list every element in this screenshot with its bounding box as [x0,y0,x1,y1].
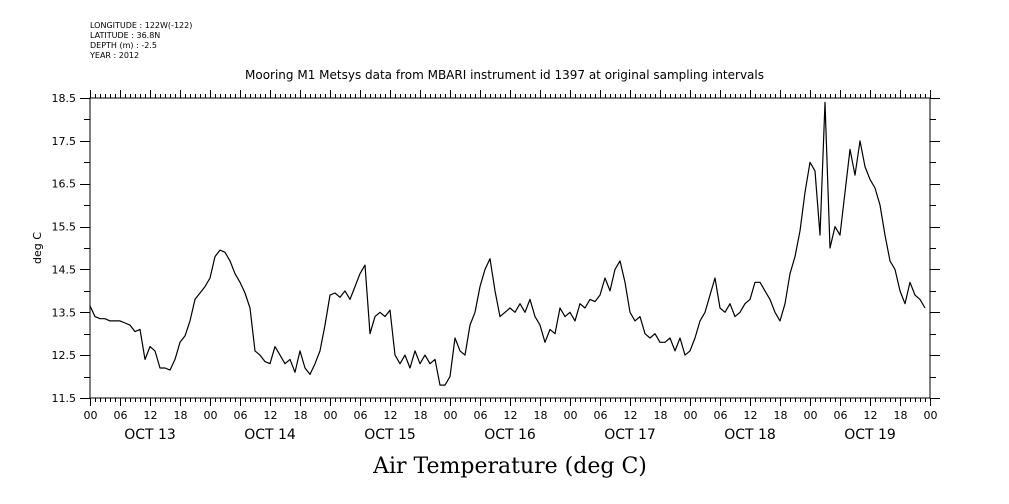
x-tick-label: 06 [834,409,848,422]
x-tick-label: 06 [114,409,128,422]
y-tick-label: 12.5 [52,349,77,362]
x-day-label: OCT 19 [844,427,896,443]
x-tick-label: 00 [564,409,578,422]
x-tick-label: 00 [444,409,458,422]
x-day-label: OCT 13 [124,427,176,443]
meta-year: YEAR : 2012 [90,51,140,60]
y-tick-label: 13.5 [52,306,77,319]
x-tick-label: 18 [174,409,188,422]
x-tick-label: 06 [474,409,488,422]
chart-caption: Air Temperature (deg C) [373,454,647,479]
meta-depth: DEPTH (m) : -2.5 [90,41,157,50]
x-tick-label: 00 [924,409,938,422]
x-tick-label: 06 [354,409,368,422]
plot-frame [89,97,931,399]
y-axis-label: deg C [31,232,44,264]
y-tick-label: 11.5 [52,392,77,405]
x-tick-label: 12 [864,409,878,422]
meta-latitude: LATITUDE : 36.8N [90,31,161,40]
x-tick-label: 06 [714,409,728,422]
x-tick-label: 12 [384,409,398,422]
x-tick-label: 00 [684,409,698,422]
x-tick-label: 12 [744,409,758,422]
x-day-label: OCT 16 [484,427,536,443]
x-tick-label: 00 [324,409,338,422]
x-minor-ticks [90,94,931,402]
chart-title: Mooring M1 Metsys data from MBARI instru… [245,68,764,82]
metadata-block: LONGITUDE : 122W(-122) LATITUDE : 36.8N … [90,21,192,61]
x-tick-label: 18 [894,409,908,422]
x-tick-label: 00 [804,409,818,422]
x-tick-label: 18 [654,409,668,422]
x-tick-label: 12 [504,409,518,422]
x-tick-label: 18 [294,409,308,422]
x-tick-label: 12 [144,409,158,422]
y-tick-label: 14.5 [52,263,77,276]
x-tick-label: 00 [84,409,98,422]
series-line [89,101,926,386]
x-tick-label: 06 [594,409,608,422]
x-day-label: OCT 14 [244,427,296,443]
x-tick-label: 18 [414,409,428,422]
meta-longitude: LONGITUDE : 122W(-122) [90,21,193,30]
x-tick-label: 18 [774,409,788,422]
x-tick-label: 12 [264,409,278,422]
x-tick-label: 06 [234,409,248,422]
x-tick-label: 12 [624,409,638,422]
x-tick-label: 00 [204,409,218,422]
y-tick-label: 18.5 [52,92,77,105]
y-tick-label: 15.5 [52,221,77,234]
x-tick-label: 18 [534,409,548,422]
y-tick-label: 16.5 [52,178,77,191]
x-day-label: OCT 18 [724,427,776,443]
x-day-label: OCT 17 [604,427,656,443]
x-day-label: OCT 15 [364,427,416,443]
y-tick-label: 17.5 [52,135,77,148]
